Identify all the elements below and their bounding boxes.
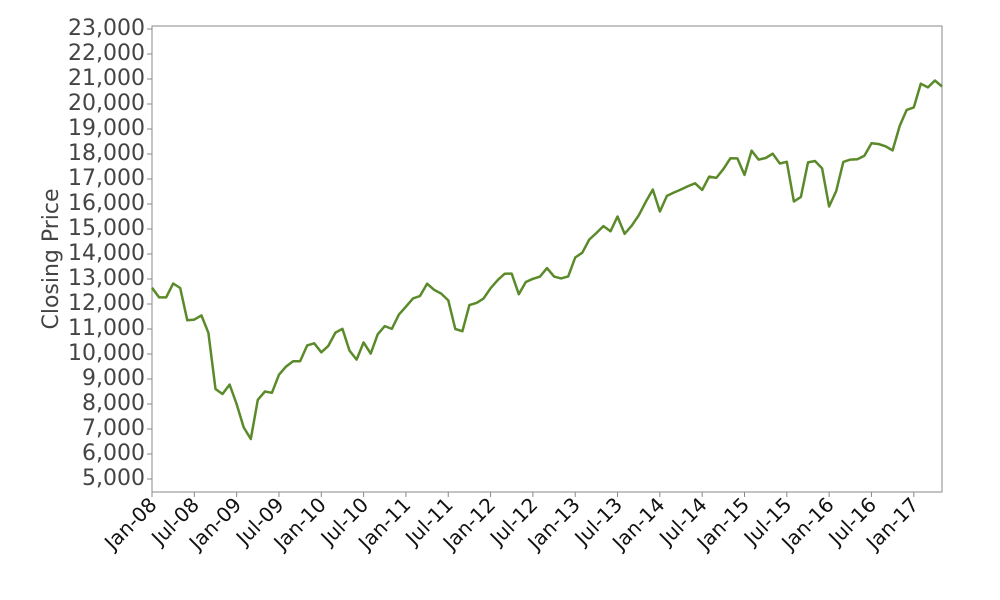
y-tick-label: 9,000 (82, 366, 145, 391)
y-tick-label: 23,000 (68, 16, 145, 41)
y-tick-label: 6,000 (82, 441, 145, 466)
y-tick-label: 13,000 (68, 266, 145, 291)
y-tick-label: 11,000 (68, 316, 145, 341)
y-tick-label: 10,000 (68, 341, 145, 366)
y-tick-label: 16,000 (68, 191, 145, 216)
y-tick-label: 18,000 (68, 141, 145, 166)
y-tick-label: 7,000 (82, 416, 145, 441)
x-tick-label: Jan-08 (98, 493, 161, 556)
y-tick-label: 19,000 (68, 116, 145, 141)
y-tick-label: 5,000 (82, 466, 145, 491)
y-tick-label: 14,000 (68, 241, 145, 266)
y-tick-label: 12,000 (68, 291, 145, 316)
y-tick-label: 8,000 (82, 391, 145, 416)
y-tick-label: 15,000 (68, 216, 145, 241)
y-tick-label: 17,000 (68, 166, 145, 191)
plot-frame (151, 25, 943, 493)
y-axis-label: Closing Price (39, 188, 64, 329)
y-tick-label: 22,000 (68, 41, 145, 66)
y-tick-label: 21,000 (68, 66, 145, 91)
y-tick-label: 20,000 (68, 91, 145, 116)
price-line (150, 79, 943, 441)
